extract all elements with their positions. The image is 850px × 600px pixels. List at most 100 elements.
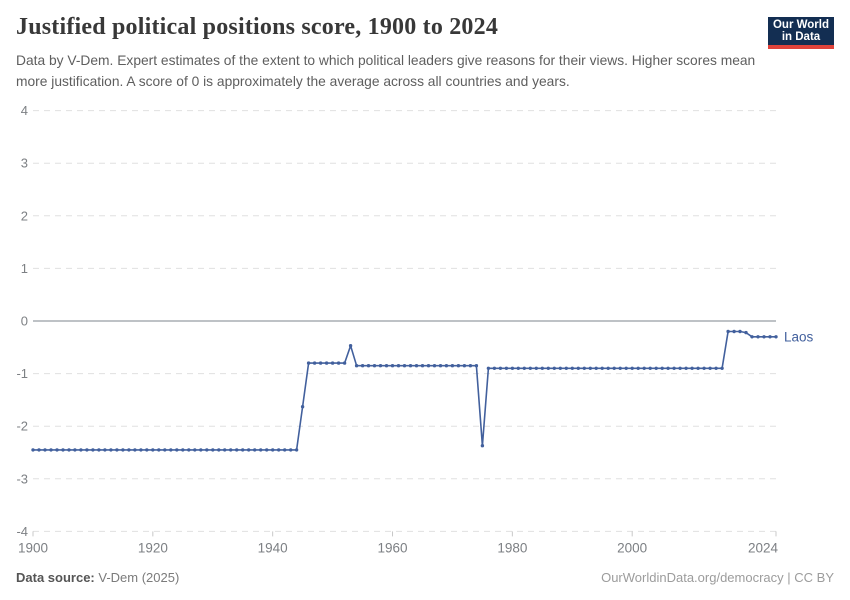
- data-point[interactable]: [199, 448, 203, 452]
- data-point[interactable]: [432, 364, 437, 368]
- data-point[interactable]: [774, 335, 778, 339]
- data-point[interactable]: [181, 448, 185, 452]
- data-point[interactable]: [576, 366, 580, 370]
- data-point[interactable]: [504, 366, 509, 370]
- data-point[interactable]: [714, 366, 718, 370]
- data-point[interactable]: [348, 344, 353, 348]
- data-point[interactable]: [229, 448, 233, 452]
- data-point[interactable]: [480, 444, 485, 448]
- data-point[interactable]: [211, 448, 215, 452]
- data-point[interactable]: [187, 448, 191, 452]
- data-point[interactable]: [241, 448, 245, 452]
- data-point[interactable]: [390, 364, 395, 368]
- data-point[interactable]: [666, 366, 670, 370]
- data-point[interactable]: [312, 361, 317, 365]
- data-point[interactable]: [762, 335, 766, 339]
- data-point[interactable]: [582, 366, 586, 370]
- data-point[interactable]: [157, 448, 161, 452]
- data-point[interactable]: [253, 448, 257, 452]
- data-point[interactable]: [522, 366, 526, 370]
- series-laos[interactable]: [31, 329, 778, 452]
- data-point[interactable]: [750, 335, 754, 339]
- data-point[interactable]: [61, 448, 65, 452]
- data-point[interactable]: [498, 366, 503, 370]
- data-point[interactable]: [570, 366, 574, 370]
- data-point[interactable]: [259, 448, 263, 452]
- data-point[interactable]: [732, 329, 736, 334]
- data-point[interactable]: [139, 448, 143, 452]
- data-point[interactable]: [366, 364, 371, 368]
- data-point[interactable]: [109, 448, 113, 452]
- series-line[interactable]: [33, 330, 776, 451]
- data-point[interactable]: [217, 448, 221, 452]
- data-point[interactable]: [624, 366, 628, 370]
- owid-logo[interactable]: Our World in Data: [768, 17, 834, 49]
- data-point[interactable]: [205, 448, 209, 452]
- data-point[interactable]: [594, 366, 598, 370]
- data-point[interactable]: [73, 448, 77, 452]
- data-point[interactable]: [97, 448, 101, 452]
- series-label[interactable]: Laos: [784, 329, 814, 344]
- data-point[interactable]: [456, 364, 461, 368]
- data-point[interactable]: [37, 448, 41, 452]
- data-point[interactable]: [558, 366, 562, 370]
- data-point[interactable]: [726, 329, 730, 334]
- data-point[interactable]: [223, 448, 227, 452]
- data-point[interactable]: [768, 335, 772, 339]
- data-point[interactable]: [55, 448, 59, 452]
- data-point[interactable]: [510, 366, 515, 370]
- data-point[interactable]: [127, 448, 131, 452]
- data-point[interactable]: [450, 364, 455, 368]
- data-point[interactable]: [648, 366, 652, 370]
- data-point[interactable]: [342, 361, 347, 365]
- data-point[interactable]: [696, 366, 700, 370]
- data-point[interactable]: [756, 335, 760, 339]
- data-point[interactable]: [600, 366, 604, 370]
- data-point[interactable]: [396, 364, 401, 368]
- data-point[interactable]: [528, 366, 532, 370]
- data-point[interactable]: [690, 366, 694, 370]
- data-point[interactable]: [720, 366, 724, 370]
- data-point[interactable]: [420, 364, 425, 368]
- data-point[interactable]: [534, 366, 538, 370]
- data-point[interactable]: [564, 366, 568, 370]
- data-point[interactable]: [546, 366, 550, 370]
- data-point[interactable]: [163, 448, 167, 452]
- data-point[interactable]: [277, 448, 281, 452]
- data-point[interactable]: [360, 364, 365, 368]
- data-point[interactable]: [265, 448, 269, 452]
- data-point[interactable]: [618, 366, 622, 370]
- data-point[interactable]: [708, 366, 712, 370]
- data-point[interactable]: [744, 330, 748, 335]
- data-point[interactable]: [85, 448, 89, 452]
- data-point[interactable]: [294, 448, 299, 452]
- data-point[interactable]: [636, 366, 640, 370]
- data-point[interactable]: [300, 405, 305, 409]
- data-point[interactable]: [426, 364, 431, 368]
- data-point[interactable]: [438, 364, 443, 368]
- data-point[interactable]: [474, 364, 479, 368]
- data-point[interactable]: [684, 366, 688, 370]
- data-point[interactable]: [516, 366, 520, 370]
- data-point[interactable]: [151, 448, 155, 452]
- data-point[interactable]: [738, 329, 742, 334]
- data-point[interactable]: [462, 364, 467, 368]
- data-point[interactable]: [330, 361, 335, 365]
- data-point[interactable]: [247, 448, 251, 452]
- data-point[interactable]: [271, 448, 275, 452]
- data-point[interactable]: [384, 364, 389, 368]
- data-point[interactable]: [660, 366, 664, 370]
- data-point[interactable]: [702, 366, 706, 370]
- data-point[interactable]: [444, 364, 449, 368]
- data-point[interactable]: [283, 448, 287, 452]
- data-point[interactable]: [79, 448, 83, 452]
- data-point[interactable]: [43, 448, 47, 452]
- data-point[interactable]: [372, 364, 377, 368]
- data-point[interactable]: [588, 366, 592, 370]
- data-point[interactable]: [145, 448, 149, 452]
- data-point[interactable]: [121, 448, 125, 452]
- data-point[interactable]: [175, 448, 179, 452]
- data-point[interactable]: [49, 448, 53, 452]
- data-point[interactable]: [91, 448, 95, 452]
- data-point[interactable]: [318, 361, 323, 365]
